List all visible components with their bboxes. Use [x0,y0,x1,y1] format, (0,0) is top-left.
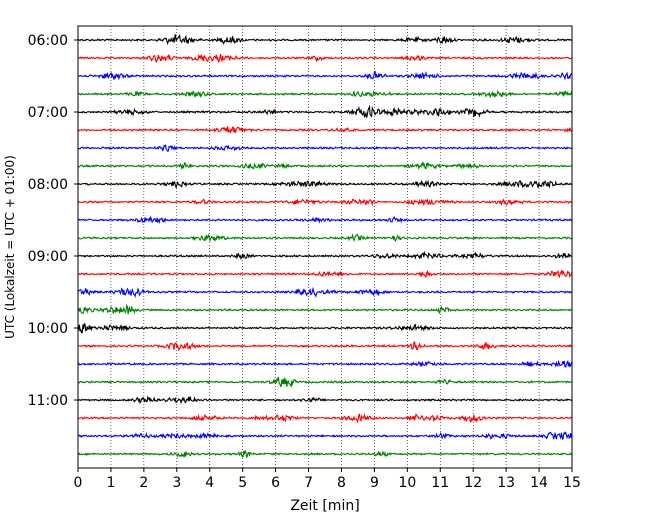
x-tick-label: 7 [304,475,313,491]
seismic-trace [77,431,573,441]
x-tick-label: 14 [530,475,548,491]
y-tick-label: 10:00 [28,321,68,337]
grid-lines [110,26,540,468]
plot-frame [77,25,573,469]
seismic-trace [77,449,573,459]
y-tick-label: 06:00 [28,33,68,49]
x-axis-label: Zeit [min] [290,498,359,514]
x-tick-label: 12 [464,475,482,491]
x-tick-label: 6 [271,475,280,491]
x-tick-label: 0 [74,475,83,491]
seismic-trace [77,286,573,299]
seismic-trace [77,233,573,243]
y-tick-label: 11:00 [28,393,68,409]
x-tick-label: 15 [563,475,581,491]
seismic-trace [77,395,573,405]
x-tick-label: 10 [398,475,416,491]
seismic-trace [77,322,573,334]
seismic-trace [77,104,573,118]
seismic-traces [77,34,573,459]
y-tick-label: 08:00 [28,177,68,193]
seismic-trace [77,126,573,134]
seismic-trace [77,359,573,368]
seismic-trace [77,341,573,352]
seismic-trace [77,250,573,261]
y-axis-label: UTC (Lokalzeit = UTC + 01:00) [3,155,17,339]
x-tick-label: 8 [337,475,346,491]
seismic-trace [77,269,573,279]
y-tick-label: 07:00 [28,105,68,121]
seismic-trace [77,303,573,315]
seismic-trace [77,34,573,46]
seismic-trace [77,89,573,99]
x-axis-ticks: 0 1 2 3 4 5 6 7 8 9 10 11 12 13 14 15 [74,468,581,491]
x-tick-label: 13 [497,475,515,491]
seismic-trace [77,70,573,81]
seismic-trace [77,144,573,152]
x-tick-label: 4 [205,475,214,491]
x-tick-label: 11 [431,475,449,491]
seismic-trace [77,376,573,388]
x-tick-label: 9 [370,475,379,491]
seismic-trace [77,197,573,207]
x-tick-label: 5 [238,475,247,491]
x-tick-label: 1 [106,475,115,491]
seismic-trace [77,215,573,225]
y-axis-ticks: 06:00 07:00 08:00 09:00 10:00 11:00 [28,33,78,409]
x-tick-label: 2 [139,475,148,491]
x-tick-label: 3 [172,475,181,491]
seismic-trace [77,179,573,189]
seismic-trace [77,53,573,64]
seismic-trace [77,413,573,424]
seismic-trace [77,161,573,171]
y-tick-label: 09:00 [28,249,68,265]
